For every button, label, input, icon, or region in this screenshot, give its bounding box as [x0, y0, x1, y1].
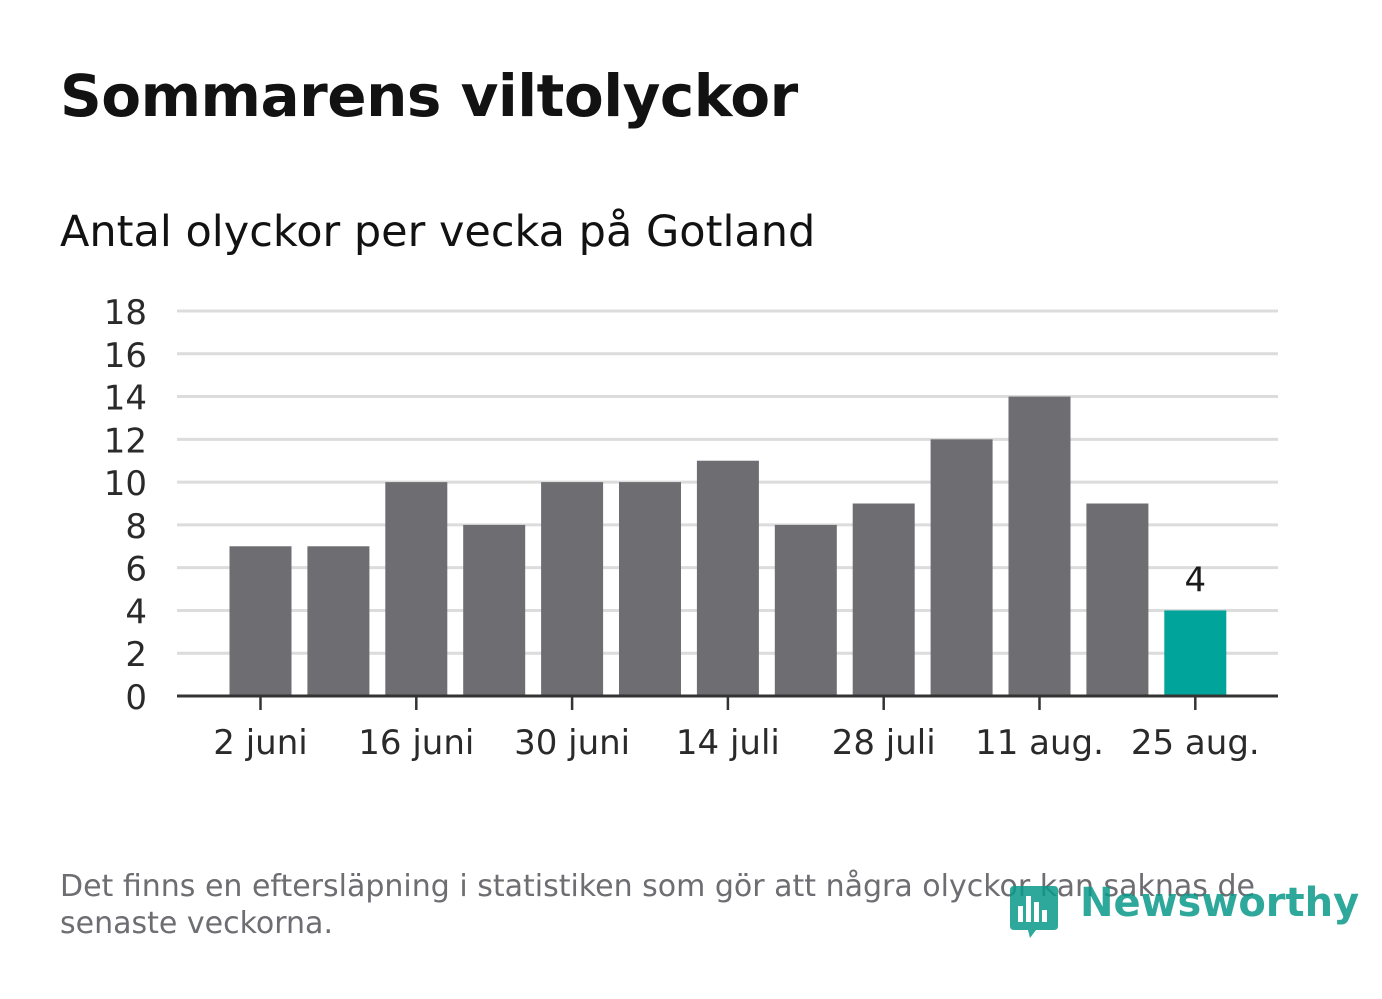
x-axis-ticks: 2 juni 16 juni 30 juni 14 juli 28 juli 11 aug… — [213, 696, 1260, 763]
logo-text: Newsworthy — [1080, 880, 1360, 926]
bar — [852, 503, 915, 696]
bar — [696, 460, 759, 696]
bar — [619, 482, 681, 696]
bar — [541, 482, 604, 696]
y-tick-label: 4 — [125, 592, 147, 632]
bar — [1008, 396, 1071, 696]
y-tick-label: 8 — [125, 507, 147, 547]
y-tick-label: 6 — [125, 550, 147, 590]
chart-subtitle: Antal olyckor per vecka på Gotland — [60, 207, 816, 257]
bar — [385, 482, 448, 696]
x-tick-label: 30 juni — [514, 723, 630, 763]
bar — [229, 546, 292, 696]
x-tick-label: 11 aug. — [975, 723, 1104, 763]
x-tick-label: 25 aug. — [1131, 723, 1260, 763]
x-tick-label: 28 juli — [832, 723, 936, 763]
x-tick-label: 2 juni — [213, 723, 307, 763]
y-tick-label: 0 — [125, 678, 147, 718]
data-label: 4 — [1184, 560, 1206, 600]
bars — [229, 396, 1227, 696]
y-tick-label: 18 — [104, 293, 147, 333]
y-tick-label: 2 — [125, 635, 147, 675]
newsworthy-logo-icon — [1010, 886, 1058, 938]
y-tick-label: 14 — [104, 379, 147, 419]
data-labels: 4 — [1184, 560, 1206, 600]
bar-highlight — [1164, 610, 1227, 696]
y-tick-label: 16 — [104, 336, 147, 376]
bar — [1086, 503, 1149, 696]
y-tick-label: 10 — [104, 464, 147, 504]
newsworthy-logo: Newsworthy — [1008, 876, 1359, 946]
y-tick-label: 12 — [104, 421, 147, 461]
bar — [774, 524, 837, 696]
bar — [463, 524, 526, 696]
x-tick-label: 14 juli — [676, 723, 780, 763]
bar — [930, 439, 993, 696]
bar — [307, 546, 370, 696]
x-tick-label: 16 juni — [358, 723, 474, 763]
chart-title: Sommarens viltolyckor — [60, 62, 798, 130]
